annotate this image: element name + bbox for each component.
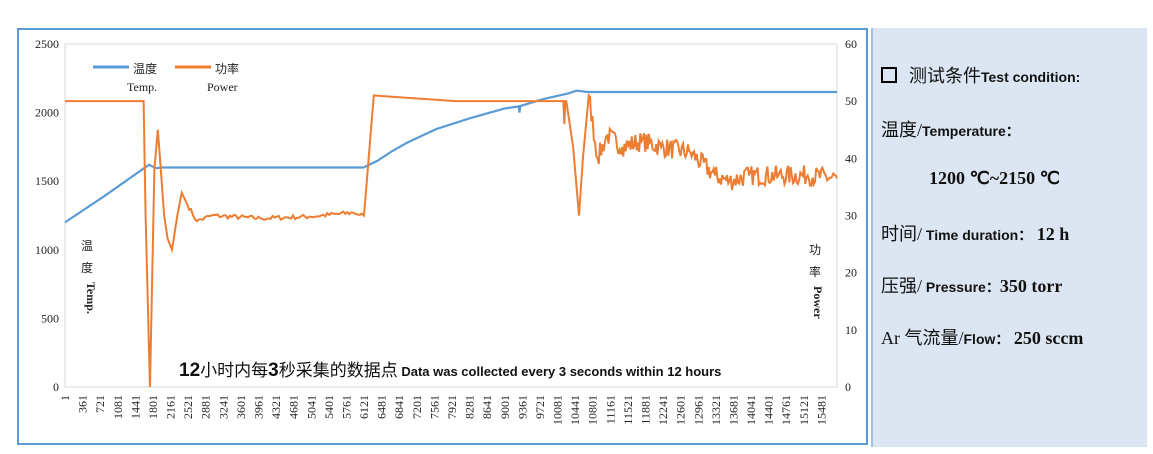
x-tick-label: 4321 xyxy=(269,395,283,419)
x-tick-label: 1081 xyxy=(111,395,125,419)
plot-area xyxy=(64,43,838,388)
y-right-tick-label: 50 xyxy=(845,94,857,108)
temperature-label: 温度/Temperature： xyxy=(881,116,1020,142)
y-right-title-cn-2: 率 xyxy=(809,264,821,279)
panel-title: 测试条件Test condition: xyxy=(881,62,1080,88)
x-tick-label: 1801 xyxy=(146,395,160,419)
legend-label-cn: 温度 xyxy=(133,61,157,76)
pressure-cn: 压强/ xyxy=(881,276,923,296)
y-left-title-cn: 温 xyxy=(81,239,93,253)
legend-label-cn: 功率 xyxy=(215,61,239,76)
x-tick-label: 11521 xyxy=(621,395,635,425)
x-tick-label: 5041 xyxy=(304,395,318,419)
test-condition-panel: 测试条件Test condition: 温度/Temperature： 1200… xyxy=(871,28,1147,447)
x-tick-label: 11161 xyxy=(603,395,617,424)
x-tick-label: 3601 xyxy=(234,395,248,419)
y-left-title-en: Temp. xyxy=(84,282,98,314)
x-tick-label: 7561 xyxy=(427,395,441,419)
y-left-tick-label: 2000 xyxy=(35,106,59,120)
x-tick-label: 12961 xyxy=(691,395,705,425)
pressure-row: 压强/ Pressure：350 torr xyxy=(881,272,1062,298)
y-right-tick-label: 40 xyxy=(845,151,857,165)
x-tick-label: 10801 xyxy=(586,395,600,425)
y-right-tick-label: 0 xyxy=(845,380,851,394)
y-left-tick-label: 2500 xyxy=(35,37,59,51)
annotation-part: Data was collected every 3 seconds withi… xyxy=(398,364,722,379)
x-tick-label: 4681 xyxy=(287,395,301,419)
line-chart: 0 500 1000 1500 2000 2500 0 10 20 30 40 50 60 1 361 721… xyxy=(35,37,857,425)
x-tick-label: 2881 xyxy=(199,395,213,419)
annotation-part: 3 xyxy=(268,360,279,381)
x-tick-label: 9721 xyxy=(533,395,547,419)
x-tick-label: 361 xyxy=(76,395,90,413)
x-tick-label: 14041 xyxy=(744,395,758,425)
x-tick-label: 12601 xyxy=(674,395,688,425)
temp-en: Temperature： xyxy=(922,123,1020,139)
checkbox-square-icon xyxy=(881,67,897,83)
y-right-title-cn: 功 xyxy=(809,243,821,257)
time-cn: 时间/ xyxy=(881,224,923,244)
x-tick-label: 3961 xyxy=(252,395,266,419)
y-right-tick-label: 20 xyxy=(845,266,857,280)
pressure-value: 350 torr xyxy=(999,276,1063,296)
x-tick-label: 9001 xyxy=(498,395,512,419)
time-row: 时间/ Time duration： 12 h xyxy=(881,220,1069,246)
x-tick-label: 7921 xyxy=(445,395,459,419)
title-en: Test condition: xyxy=(981,69,1081,85)
x-tick-label: 6841 xyxy=(392,395,406,419)
x-tick-label: 5401 xyxy=(322,395,336,419)
x-tick-label: 14401 xyxy=(762,395,776,425)
x-tick-label: 1 xyxy=(58,395,72,401)
temperature-value: 1200 ℃~2150 ℃ xyxy=(929,168,1060,188)
x-tick-label: 8281 xyxy=(463,395,477,419)
annotation-text: 12小时内每3秒采集的数据点 Data was collected every … xyxy=(179,360,721,381)
x-tick-label: 9361 xyxy=(515,395,529,419)
x-tick-label: 13681 xyxy=(726,395,740,425)
x-tick-label: 14761 xyxy=(779,395,793,425)
x-tick-label: 721 xyxy=(93,395,107,413)
x-tick-label: 8641 xyxy=(480,395,494,419)
y-left-tick-label: 1500 xyxy=(35,174,59,188)
pressure-en: Pressure： xyxy=(922,279,1000,295)
x-tick-label: 3241 xyxy=(216,395,230,419)
y-right-tick-label: 10 xyxy=(845,323,857,337)
x-tick-label: 5761 xyxy=(339,395,353,419)
x-tick-label: 6481 xyxy=(375,395,389,419)
series-line-power xyxy=(65,93,838,388)
x-tick-label: 12241 xyxy=(656,395,670,425)
y-right-tick-label: 60 xyxy=(845,37,857,51)
flow-row: Ar 气流量/Flow： 250 sccm xyxy=(881,324,1083,350)
y-right-title-en: Power xyxy=(811,286,825,319)
x-tick-label: 1441 xyxy=(128,395,142,419)
y-left-tick-label: 0 xyxy=(53,380,59,394)
y-right-tick-label: 30 xyxy=(845,209,857,223)
x-tick-label: 2161 xyxy=(164,395,178,419)
x-tick-label: 11881 xyxy=(639,395,653,425)
x-tick-label: 10441 xyxy=(568,395,582,425)
x-tick-label: 6121 xyxy=(357,395,371,419)
y-left-tick-label: 1000 xyxy=(35,243,59,257)
flow-value: 250 sccm xyxy=(1009,328,1084,348)
title-cn: 测试条件 xyxy=(909,66,981,86)
x-tick-label: 7201 xyxy=(410,395,424,419)
x-tick-label: 2521 xyxy=(181,395,195,419)
y-left-title-cn-2: 度 xyxy=(81,260,93,275)
legend-label-en: Temp. xyxy=(127,80,157,94)
series-line-temp xyxy=(64,89,837,224)
flow-cn: Ar 气流量/ xyxy=(881,328,964,348)
flow-en: Flow： xyxy=(963,331,1010,347)
annotation-part: 秒采集的数据点 xyxy=(279,361,398,380)
annotation-part: 小时内每 xyxy=(200,361,268,380)
chart-frame: 0 500 1000 1500 2000 2500 0 10 20 30 40 50 60 1 361 721… xyxy=(17,28,868,445)
annotation-part: 12 xyxy=(179,360,200,381)
temp-cn: 温度/ xyxy=(881,120,923,140)
y-left-tick-label: 500 xyxy=(41,311,59,325)
time-en: Time duration： xyxy=(922,227,1033,243)
x-tick-label: 15121 xyxy=(797,395,811,425)
x-tick-label: 13321 xyxy=(709,395,723,425)
x-tick-label: 15481 xyxy=(814,395,828,425)
time-value: 12 h xyxy=(1032,224,1070,244)
x-tick-label: 10081 xyxy=(551,395,565,425)
legend-label-en: Power xyxy=(207,80,238,94)
